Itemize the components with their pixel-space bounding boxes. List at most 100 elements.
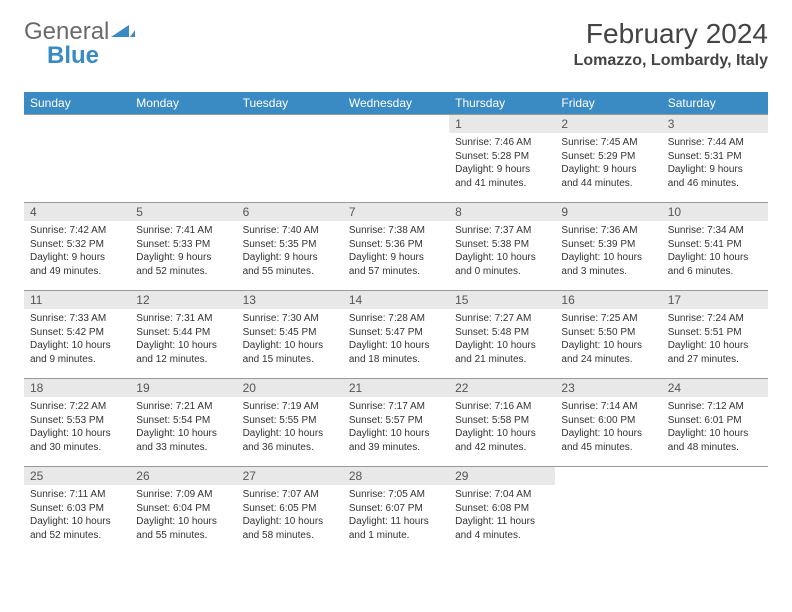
day-body: Sunrise: 7:31 AMSunset: 5:44 PMDaylight:… (130, 309, 236, 370)
sunrise-line: Sunrise: 7:30 AM (243, 312, 337, 326)
sunrise-line: Sunrise: 7:05 AM (349, 488, 443, 502)
day-number-band: 24 (662, 378, 768, 397)
day-number-band: 10 (662, 202, 768, 221)
calendar-week-row: 1Sunrise: 7:46 AMSunset: 5:28 PMDaylight… (24, 114, 768, 202)
calendar-header-row: SundayMondayTuesdayWednesdayThursdayFrid… (24, 92, 768, 114)
sunset-line: Sunset: 5:58 PM (455, 414, 549, 428)
sunset-line: Sunset: 6:00 PM (561, 414, 655, 428)
sunset-line: Sunset: 6:03 PM (30, 502, 124, 516)
weekday-header: Monday (130, 92, 236, 114)
calendar-cell: 19Sunrise: 7:21 AMSunset: 5:54 PMDayligh… (130, 378, 236, 466)
calendar-cell: 24Sunrise: 7:12 AMSunset: 6:01 PMDayligh… (662, 378, 768, 466)
day-body: Sunrise: 7:17 AMSunset: 5:57 PMDaylight:… (343, 397, 449, 458)
day-body: Sunrise: 7:11 AMSunset: 6:03 PMDaylight:… (24, 485, 130, 546)
daylight-line: Daylight: 9 hours and 41 minutes. (455, 163, 549, 190)
sunrise-line: Sunrise: 7:22 AM (30, 400, 124, 414)
calendar-cell (24, 114, 130, 202)
sunset-line: Sunset: 6:01 PM (668, 414, 762, 428)
sunset-line: Sunset: 6:04 PM (136, 502, 230, 516)
calendar-cell (662, 466, 768, 554)
day-number-band: 7 (343, 202, 449, 221)
daylight-line: Daylight: 10 hours and 12 minutes. (136, 339, 230, 366)
calendar-cell: 2Sunrise: 7:45 AMSunset: 5:29 PMDaylight… (555, 114, 661, 202)
day-body: Sunrise: 7:45 AMSunset: 5:29 PMDaylight:… (555, 133, 661, 194)
sunset-line: Sunset: 5:33 PM (136, 238, 230, 252)
sunrise-line: Sunrise: 7:09 AM (136, 488, 230, 502)
daylight-line: Daylight: 10 hours and 42 minutes. (455, 427, 549, 454)
calendar-cell: 7Sunrise: 7:38 AMSunset: 5:36 PMDaylight… (343, 202, 449, 290)
day-number-band: 17 (662, 290, 768, 309)
day-number-band: 5 (130, 202, 236, 221)
sunrise-line: Sunrise: 7:38 AM (349, 224, 443, 238)
calendar-cell: 11Sunrise: 7:33 AMSunset: 5:42 PMDayligh… (24, 290, 130, 378)
daylight-line: Daylight: 11 hours and 4 minutes. (455, 515, 549, 542)
day-body: Sunrise: 7:25 AMSunset: 5:50 PMDaylight:… (555, 309, 661, 370)
calendar-cell (237, 114, 343, 202)
day-number-band: 16 (555, 290, 661, 309)
sunrise-line: Sunrise: 7:34 AM (668, 224, 762, 238)
sunrise-line: Sunrise: 7:41 AM (136, 224, 230, 238)
sunset-line: Sunset: 5:42 PM (30, 326, 124, 340)
day-body: Sunrise: 7:34 AMSunset: 5:41 PMDaylight:… (662, 221, 768, 282)
day-number-band: 12 (130, 290, 236, 309)
day-number-band: 26 (130, 466, 236, 485)
sunrise-line: Sunrise: 7:21 AM (136, 400, 230, 414)
daylight-line: Daylight: 10 hours and 6 minutes. (668, 251, 762, 278)
day-number-band: 18 (24, 378, 130, 397)
calendar-cell: 20Sunrise: 7:19 AMSunset: 5:55 PMDayligh… (237, 378, 343, 466)
calendar-cell: 26Sunrise: 7:09 AMSunset: 6:04 PMDayligh… (130, 466, 236, 554)
calendar-cell: 22Sunrise: 7:16 AMSunset: 5:58 PMDayligh… (449, 378, 555, 466)
daylight-line: Daylight: 10 hours and 33 minutes. (136, 427, 230, 454)
sunrise-line: Sunrise: 7:04 AM (455, 488, 549, 502)
day-number-band: 11 (24, 290, 130, 309)
calendar-cell: 16Sunrise: 7:25 AMSunset: 5:50 PMDayligh… (555, 290, 661, 378)
daylight-line: Daylight: 10 hours and 55 minutes. (136, 515, 230, 542)
day-body: Sunrise: 7:30 AMSunset: 5:45 PMDaylight:… (237, 309, 343, 370)
day-number-band: 29 (449, 466, 555, 485)
sunset-line: Sunset: 5:50 PM (561, 326, 655, 340)
day-body: Sunrise: 7:09 AMSunset: 6:04 PMDaylight:… (130, 485, 236, 546)
calendar-cell: 12Sunrise: 7:31 AMSunset: 5:44 PMDayligh… (130, 290, 236, 378)
daylight-line: Daylight: 9 hours and 49 minutes. (30, 251, 124, 278)
sunrise-line: Sunrise: 7:28 AM (349, 312, 443, 326)
day-body: Sunrise: 7:42 AMSunset: 5:32 PMDaylight:… (24, 221, 130, 282)
day-number-band: 9 (555, 202, 661, 221)
sunset-line: Sunset: 5:54 PM (136, 414, 230, 428)
day-number-band: 13 (237, 290, 343, 309)
day-body: Sunrise: 7:28 AMSunset: 5:47 PMDaylight:… (343, 309, 449, 370)
calendar-cell: 10Sunrise: 7:34 AMSunset: 5:41 PMDayligh… (662, 202, 768, 290)
day-number-band (555, 466, 661, 485)
calendar-cell: 25Sunrise: 7:11 AMSunset: 6:03 PMDayligh… (24, 466, 130, 554)
daylight-line: Daylight: 10 hours and 27 minutes. (668, 339, 762, 366)
calendar-cell (555, 466, 661, 554)
calendar-cell: 8Sunrise: 7:37 AMSunset: 5:38 PMDaylight… (449, 202, 555, 290)
sunrise-line: Sunrise: 7:36 AM (561, 224, 655, 238)
day-number-band: 1 (449, 114, 555, 133)
calendar-cell: 13Sunrise: 7:30 AMSunset: 5:45 PMDayligh… (237, 290, 343, 378)
day-body: Sunrise: 7:14 AMSunset: 6:00 PMDaylight:… (555, 397, 661, 458)
day-body: Sunrise: 7:27 AMSunset: 5:48 PMDaylight:… (449, 309, 555, 370)
daylight-line: Daylight: 11 hours and 1 minute. (349, 515, 443, 542)
day-body: Sunrise: 7:41 AMSunset: 5:33 PMDaylight:… (130, 221, 236, 282)
sunrise-line: Sunrise: 7:37 AM (455, 224, 549, 238)
daylight-line: Daylight: 10 hours and 52 minutes. (30, 515, 124, 542)
sunrise-line: Sunrise: 7:12 AM (668, 400, 762, 414)
sunset-line: Sunset: 5:53 PM (30, 414, 124, 428)
day-number-band: 23 (555, 378, 661, 397)
calendar-cell: 28Sunrise: 7:05 AMSunset: 6:07 PMDayligh… (343, 466, 449, 554)
weekday-header: Thursday (449, 92, 555, 114)
sunrise-line: Sunrise: 7:17 AM (349, 400, 443, 414)
calendar-cell: 21Sunrise: 7:17 AMSunset: 5:57 PMDayligh… (343, 378, 449, 466)
sunrise-line: Sunrise: 7:25 AM (561, 312, 655, 326)
calendar-cell (343, 114, 449, 202)
sunrise-line: Sunrise: 7:40 AM (243, 224, 337, 238)
sunset-line: Sunset: 6:07 PM (349, 502, 443, 516)
day-body: Sunrise: 7:22 AMSunset: 5:53 PMDaylight:… (24, 397, 130, 458)
day-body: Sunrise: 7:33 AMSunset: 5:42 PMDaylight:… (24, 309, 130, 370)
sunset-line: Sunset: 5:35 PM (243, 238, 337, 252)
day-body: Sunrise: 7:38 AMSunset: 5:36 PMDaylight:… (343, 221, 449, 282)
sunset-line: Sunset: 5:55 PM (243, 414, 337, 428)
calendar-cell: 29Sunrise: 7:04 AMSunset: 6:08 PMDayligh… (449, 466, 555, 554)
sunrise-line: Sunrise: 7:16 AM (455, 400, 549, 414)
daylight-line: Daylight: 10 hours and 3 minutes. (561, 251, 655, 278)
